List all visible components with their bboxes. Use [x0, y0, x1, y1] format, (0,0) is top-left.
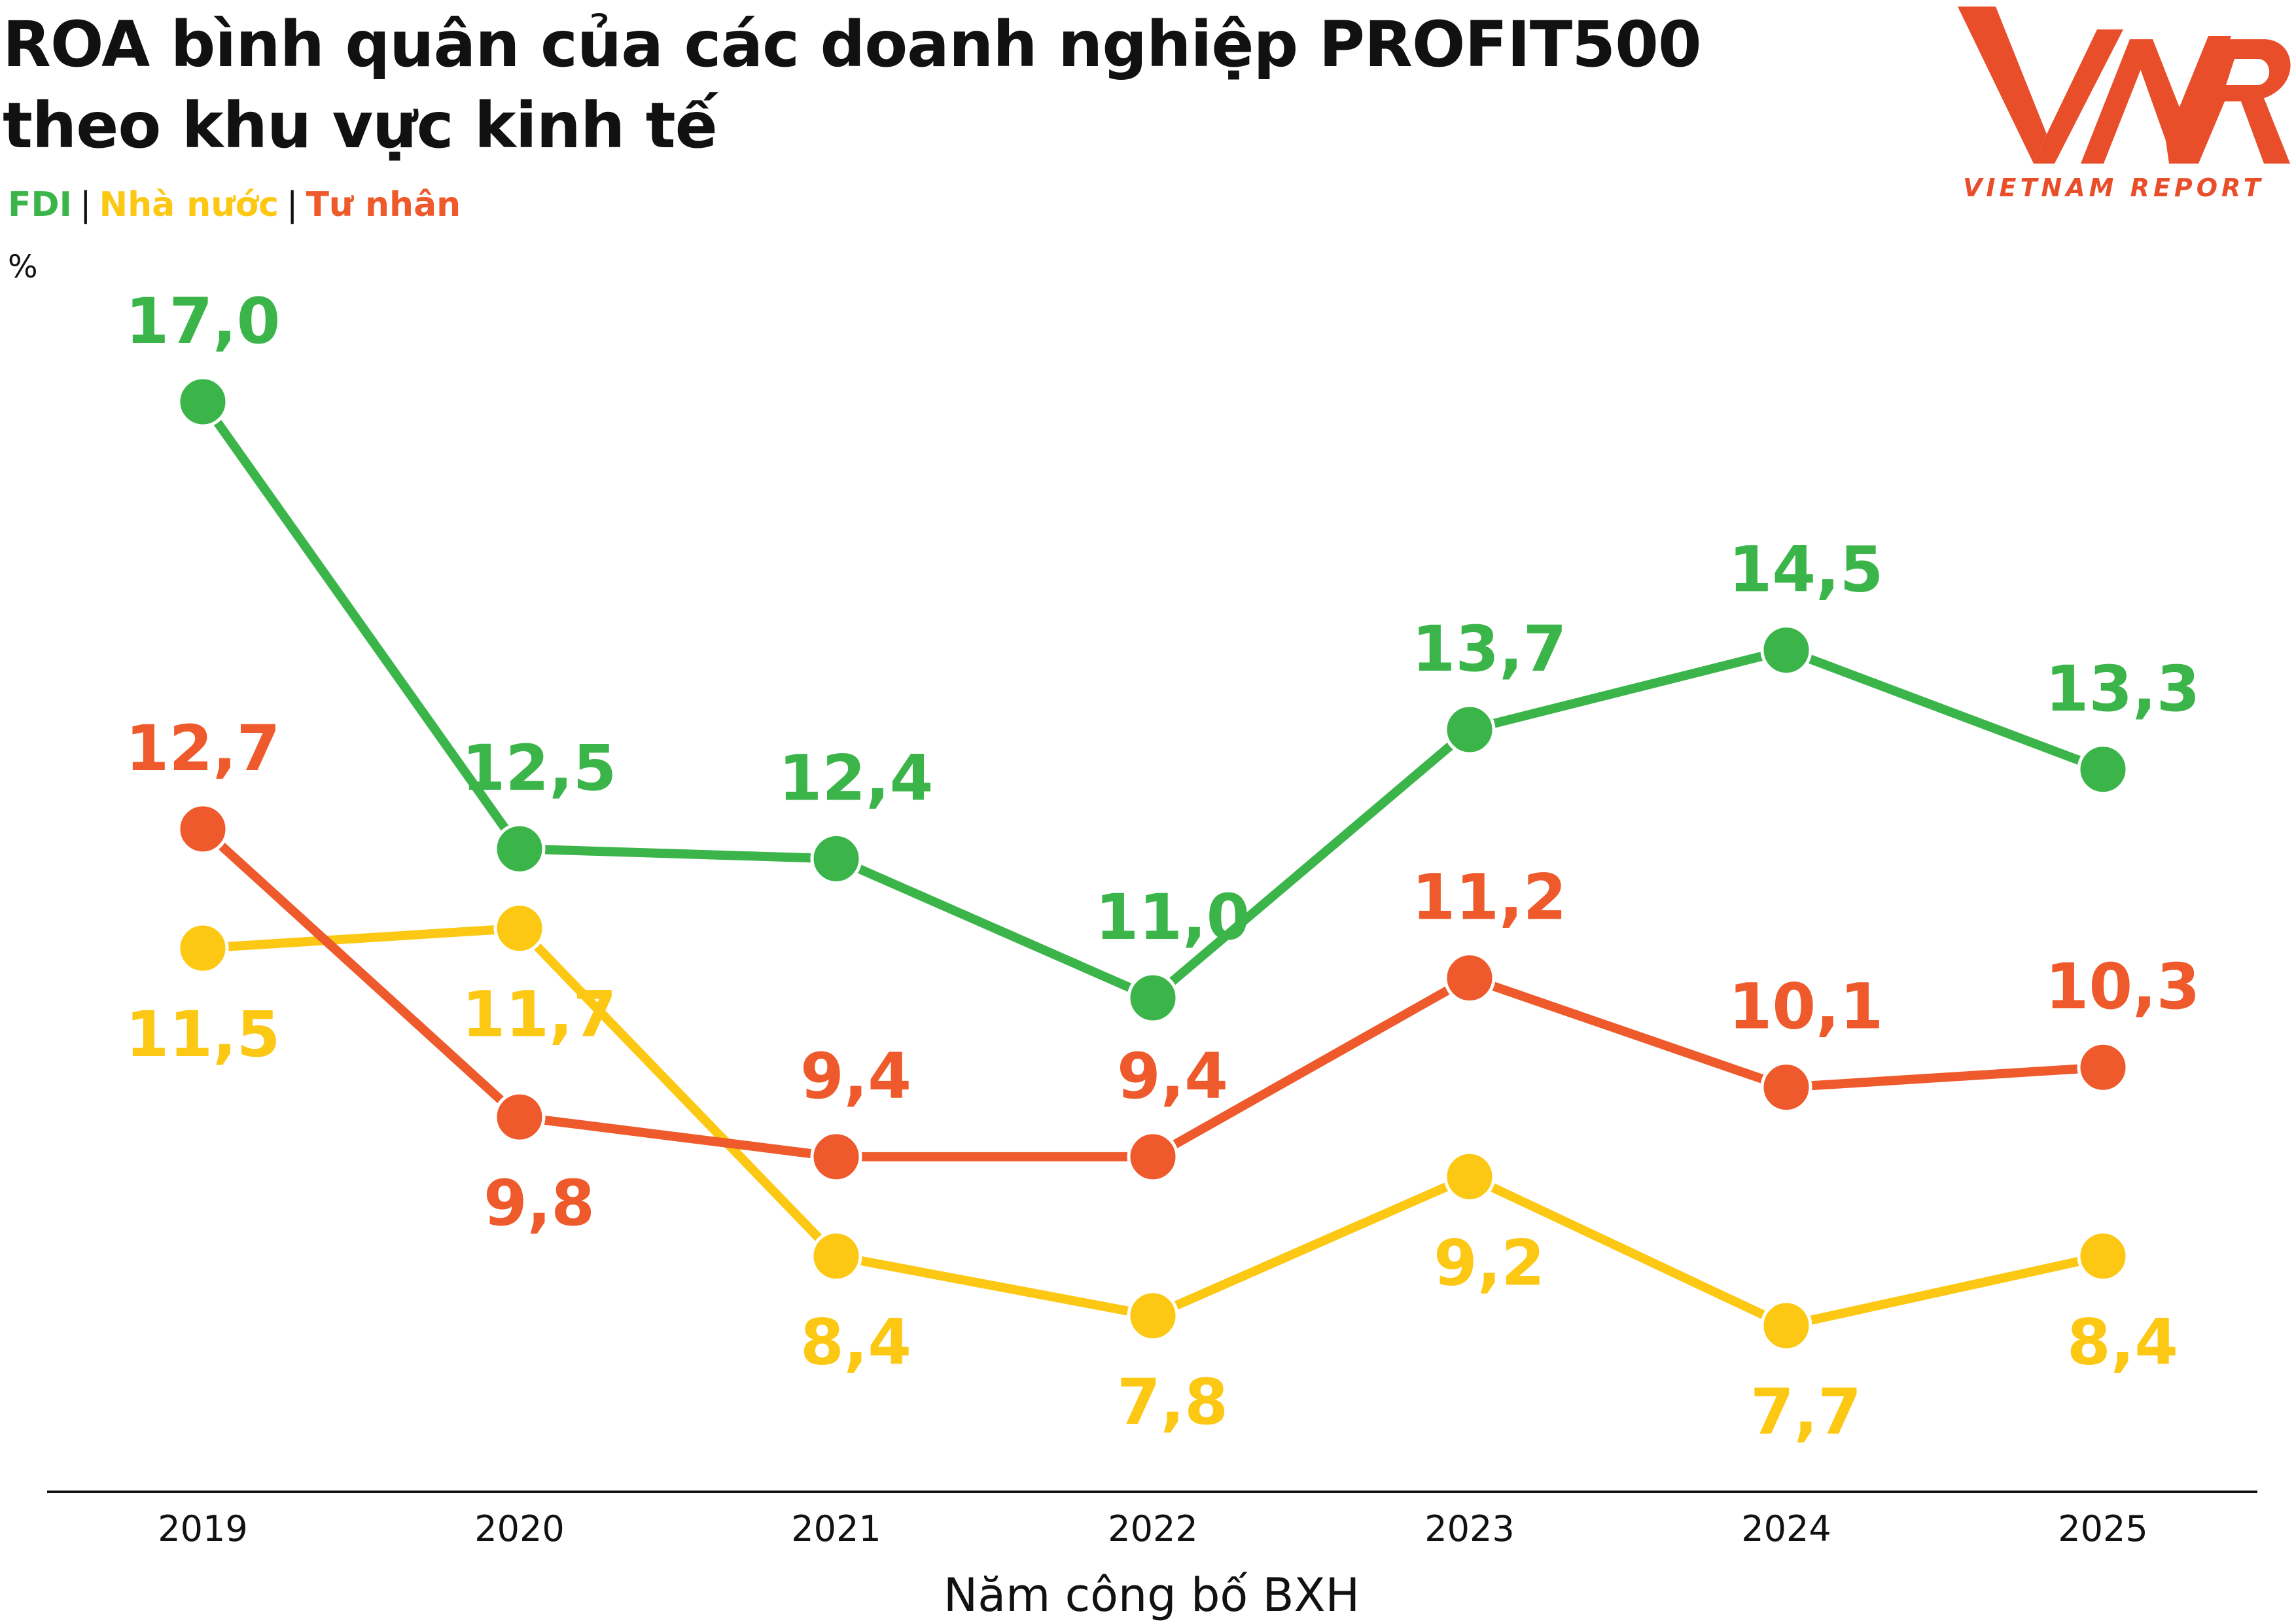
data-point-fdi-2021	[810, 832, 862, 885]
x-tick-label-2019: 2019	[158, 1508, 247, 1549]
data-label-fdi-2020: 12,5	[462, 732, 617, 805]
data-point-fdi-2025	[2077, 743, 2129, 796]
data-label-nha-nuoc-2019: 11,5	[126, 998, 281, 1071]
title-line-1: ROA bình quân của các doanh nghiệp PROFI…	[3, 8, 1702, 81]
data-point-fdi-2023	[1443, 703, 1496, 756]
vietnam-report-logo: VIETNAM REPORT	[1956, 0, 2296, 212]
data-label-nha-nuoc-2020: 11,7	[462, 978, 617, 1051]
legend-item-tu-nhan: Tư nhân	[306, 185, 461, 224]
data-label-fdi-2024: 14,5	[1729, 533, 1884, 607]
data-label-tu-nhan-2021: 9,4	[800, 1040, 911, 1113]
series-points	[177, 376, 2129, 1352]
data-label-tu-nhan-2022: 9,4	[1117, 1040, 1228, 1113]
data-point-nha-nuoc-2019	[177, 922, 229, 974]
data-label-fdi-2023: 13,7	[1412, 612, 1567, 686]
data-labels: 17,0 12,5 12,4 11,0 13,7 14,5 13,3 11,5 11,7 8,4 7…	[126, 285, 2200, 1449]
data-point-nha-nuoc-2023	[1443, 1150, 1496, 1203]
x-axis-title: Năm công bố BXH	[944, 1568, 1360, 1622]
data-label-tu-nhan-2024: 10,1	[1729, 970, 1884, 1044]
data-point-nha-nuoc-2021	[810, 1230, 862, 1282]
data-point-nha-nuoc-2022	[1127, 1290, 1179, 1342]
data-label-nha-nuoc-2023: 9,2	[1434, 1226, 1545, 1299]
data-point-tu-nhan-2025	[2077, 1041, 2129, 1093]
x-tick-label-2025: 2025	[2058, 1508, 2147, 1549]
legend-separator: |	[80, 185, 92, 224]
data-label-nha-nuoc-2024: 7,7	[1750, 1375, 1862, 1449]
data-point-tu-nhan-2019	[177, 803, 229, 855]
data-point-tu-nhan-2024	[1760, 1061, 1812, 1114]
data-point-fdi-2020	[493, 822, 546, 875]
data-point-tu-nhan-2023	[1443, 952, 1496, 1004]
data-label-nha-nuoc-2022: 7,8	[1117, 1366, 1228, 1439]
x-tick-label-2020: 2020	[474, 1508, 564, 1549]
data-point-nha-nuoc-2024	[1760, 1299, 1812, 1352]
data-label-nha-nuoc-2025: 8,4	[2067, 1306, 2178, 1379]
data-point-nha-nuoc-2020	[493, 902, 546, 955]
data-label-fdi-2022: 11,0	[1095, 881, 1250, 954]
x-axis-ticks: 2019 2020 2021 2022 2023 2024 2025	[158, 1508, 2147, 1549]
data-label-tu-nhan-2020: 9,8	[484, 1167, 595, 1240]
legend-item-nha-nuoc: Nhà nước	[99, 185, 279, 224]
x-tick-label-2022: 2022	[1108, 1508, 1197, 1549]
data-point-nha-nuoc-2025	[2077, 1230, 2129, 1282]
legend: FDI | Nhà nước | Tư nhân	[8, 182, 461, 228]
data-label-tu-nhan-2025: 10,3	[2045, 950, 2200, 1023]
y-unit-label: %	[8, 249, 38, 285]
data-point-tu-nhan-2022	[1127, 1131, 1179, 1183]
legend-separator: |	[286, 185, 298, 224]
title-line-2: theo khu vực kinh tế	[3, 89, 718, 162]
data-label-nha-nuoc-2021: 8,4	[800, 1306, 911, 1379]
vnr-logo-icon: VIETNAM REPORT	[1958, 7, 2291, 202]
data-point-fdi-2022	[1127, 972, 1179, 1024]
data-point-fdi-2019	[177, 376, 229, 428]
x-tick-label-2021: 2021	[791, 1508, 881, 1549]
x-tick-label-2023: 2023	[1424, 1508, 1514, 1549]
data-label-fdi-2025: 13,3	[2045, 652, 2200, 726]
data-label-tu-nhan-2019: 12,7	[126, 712, 281, 785]
data-point-tu-nhan-2020	[493, 1091, 546, 1143]
data-label-fdi-2019: 17,0	[126, 285, 281, 358]
chart-title: ROA bình quân của các doanh nghiệp PROFI…	[3, 4, 1867, 166]
data-label-fdi-2021: 12,4	[779, 741, 934, 815]
data-point-fdi-2024	[1760, 624, 1812, 677]
data-label-tu-nhan-2023: 11,2	[1412, 861, 1567, 934]
legend-item-fdi: FDI	[8, 185, 73, 224]
data-point-tu-nhan-2021	[810, 1131, 862, 1183]
logo-text: VIETNAM REPORT	[1963, 173, 2265, 202]
x-tick-label-2024: 2024	[1741, 1508, 1831, 1549]
